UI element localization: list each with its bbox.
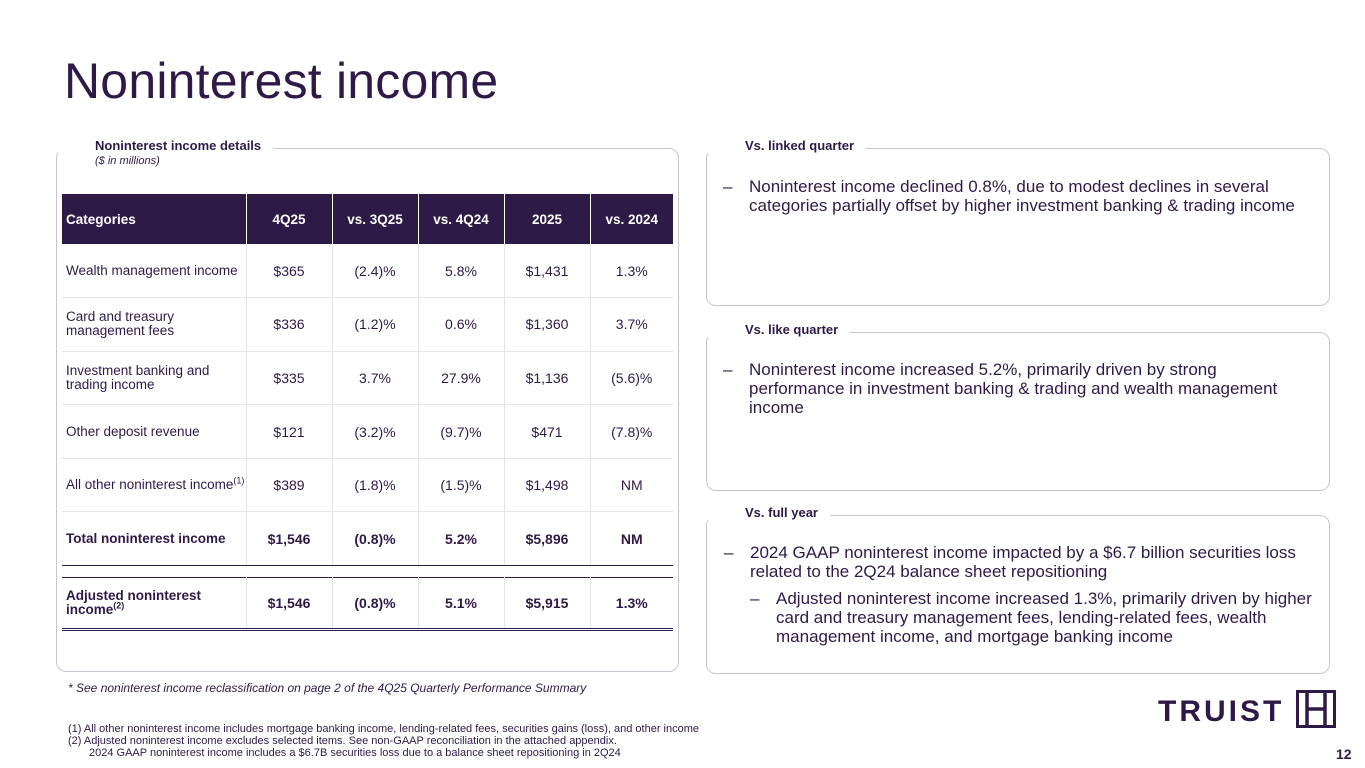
total-vs-3q25: (0.8)%: [332, 511, 419, 567]
cell-2025: $1,498: [504, 458, 591, 513]
truist-logo: TRUIST: [1158, 690, 1337, 733]
cell-vs-3q25: (1.8)%: [332, 458, 419, 513]
row-category: Investment banking and trading income: [62, 351, 247, 406]
dash-marker: –: [723, 177, 733, 196]
header-categories: Categories: [62, 194, 247, 244]
cell-vs-2024: 3.7%: [590, 297, 673, 352]
cell-vs-4q24: (9.7)%: [418, 404, 505, 459]
row-category: Card and treasury management fees: [62, 297, 247, 352]
table-row: All other noninterest income(1) $389 (1.…: [62, 458, 673, 513]
cell-4q25: $389: [246, 458, 333, 513]
total-vs-2024: NM: [590, 511, 673, 567]
cell-vs-4q24: (1.5)%: [418, 458, 505, 513]
cell-2025: $1,136: [504, 351, 591, 406]
truist-logo-icon: [1296, 690, 1337, 733]
table-header-row: Categories 4Q25 vs. 3Q25 vs. 4Q24 2025 v…: [62, 194, 673, 244]
linked-quarter-text: Noninterest income declined 0.8%, due to…: [749, 177, 1295, 215]
header-vs-2024: vs. 2024: [590, 194, 673, 244]
total-row: Total noninterest income $1,546 (0.8)% 5…: [62, 511, 673, 567]
header-4q25: 4Q25: [246, 194, 333, 244]
table-row: Other deposit revenue $121 (3.2)% (9.7)%…: [62, 404, 673, 459]
dash-marker: –: [750, 589, 760, 608]
cell-vs-3q25: 3.7%: [332, 351, 419, 406]
linked-quarter-panel: [706, 148, 1330, 306]
like-quarter-panel: [706, 332, 1330, 491]
adjusted-4q25: $1,546: [246, 577, 333, 632]
header-vs-4q24: vs. 4Q24: [418, 194, 505, 244]
adjusted-vs-3q25: (0.8)%: [332, 577, 419, 632]
linked-quarter-label: Vs. linked quarter: [707, 138, 867, 153]
cell-vs-2024: 1.3%: [590, 244, 673, 299]
adjusted-row: Adjusted noninterest income(2) $1,546 (0…: [62, 577, 673, 632]
cell-4q25: $335: [246, 351, 333, 406]
full-year-sub-bullet: – Adjusted noninterest income increased …: [750, 589, 1316, 646]
total-4q25: $1,546: [246, 511, 333, 567]
total-vs-4q24: 5.2%: [418, 511, 505, 567]
table-row: Investment banking and trading income $3…: [62, 351, 673, 406]
table-row: Wealth management income $365 (2.4)% 5.8…: [62, 244, 673, 299]
page-title: Noninterest income: [64, 53, 499, 109]
cell-vs-2024: NM: [590, 458, 673, 513]
like-quarter-text: Noninterest income increased 5.2%, prima…: [749, 360, 1278, 417]
cell-4q25: $336: [246, 297, 333, 352]
cell-vs-3q25: (1.2)%: [332, 297, 419, 352]
linked-quarter-bullet: – Noninterest income declined 0.8%, due …: [723, 177, 1319, 215]
like-quarter-label: Vs. like quarter: [707, 322, 851, 337]
cell-2025: $1,360: [504, 297, 591, 352]
row-category: All other noninterest income(1): [62, 458, 247, 513]
cell-vs-4q24: 0.6%: [418, 297, 505, 352]
cell-2025: $471: [504, 404, 591, 459]
cell-2025: $1,431: [504, 244, 591, 299]
header-vs-3q25: vs. 3Q25: [332, 194, 419, 244]
like-quarter-bullet: – Noninterest income increased 5.2%, pri…: [723, 360, 1309, 417]
table-row: Card and treasury management fees $336 (…: [62, 297, 673, 352]
cell-vs-3q25: (2.4)%: [332, 244, 419, 299]
row-category: Wealth management income: [62, 244, 247, 299]
units-note: ($ in millions): [95, 155, 166, 167]
logo-wordmark: TRUIST: [1158, 694, 1285, 728]
footnote-marker: (1): [233, 475, 245, 486]
cell-vs-4q24: 5.8%: [418, 244, 505, 299]
spacer-row: [62, 566, 673, 578]
footnote-marker: (2): [113, 600, 125, 611]
full-year-sub-text: Adjusted noninterest income increased 1.…: [776, 589, 1312, 646]
dash-marker: –: [723, 360, 733, 379]
footnotes: (1) All other noninterest income include…: [68, 723, 699, 759]
cell-vs-4q24: 27.9%: [418, 351, 505, 406]
cell-vs-2024: (5.6)%: [590, 351, 673, 406]
cell-vs-2024: (7.8)%: [590, 404, 673, 459]
adjusted-vs-2024: 1.3%: [590, 577, 673, 632]
adjusted-category-text: Adjusted noninterest income: [66, 588, 202, 618]
cell-4q25: $365: [246, 244, 333, 299]
adjusted-2025: $5,915: [504, 577, 591, 632]
footnote-2: (2) Adjusted noninterest income excludes…: [68, 735, 617, 747]
full-year-text: 2024 GAAP noninterest income impacted by…: [750, 543, 1296, 581]
full-year-panel: [706, 515, 1330, 674]
row-category: Other deposit revenue: [62, 404, 247, 459]
footnote-2-continued: 2024 GAAP noninterest income includes a …: [89, 747, 621, 759]
cell-vs-3q25: (3.2)%: [332, 404, 419, 459]
total-2025: $5,896: [504, 511, 591, 567]
income-details-panel: [56, 148, 679, 672]
cell-4q25: $121: [246, 404, 333, 459]
page-number: 12: [1336, 746, 1352, 762]
header-2025: 2025: [504, 194, 591, 244]
adjusted-category: Adjusted noninterest income(2): [62, 577, 247, 632]
income-table: Categories 4Q25 vs. 3Q25 vs. 4Q24 2025 v…: [62, 194, 673, 632]
income-details-label: Noninterest income details: [57, 138, 274, 153]
footnote-1: (1) All other noninterest income include…: [68, 723, 700, 735]
reclassification-note: * See noninterest income reclassificatio…: [68, 681, 587, 695]
full-year-bullet: – 2024 GAAP noninterest income impacted …: [724, 543, 1315, 581]
row-category-text: All other noninterest income: [66, 477, 234, 493]
dash-marker: –: [724, 543, 734, 562]
adjusted-vs-4q24: 5.1%: [418, 577, 505, 632]
total-category: Total noninterest income: [62, 511, 247, 567]
full-year-label: Vs. full year: [707, 505, 830, 520]
